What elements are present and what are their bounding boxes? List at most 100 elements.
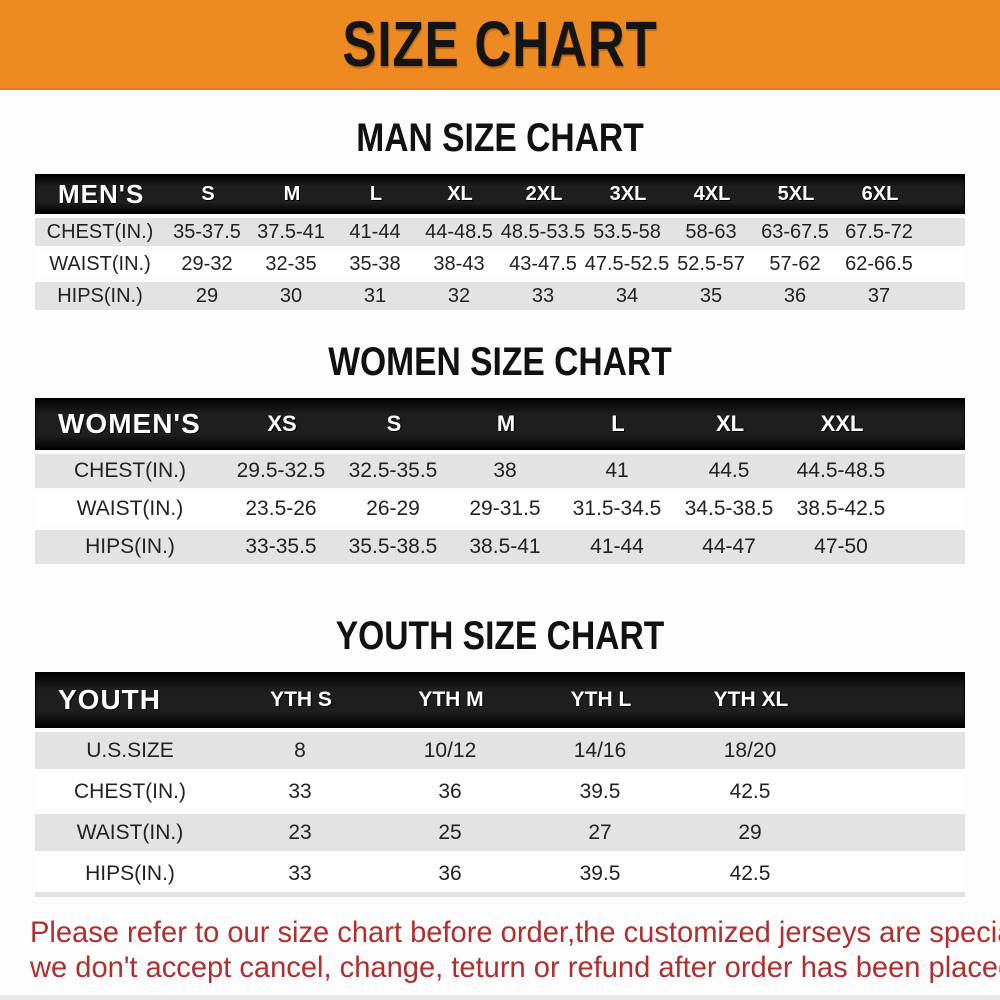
size-value: 31.5-34.5 bbox=[572, 497, 662, 520]
size-value: 31 bbox=[363, 284, 387, 307]
size-value: 44.5-48.5 bbox=[796, 459, 886, 482]
size-value: 23 bbox=[288, 820, 312, 844]
size-value: 41-44 bbox=[590, 535, 644, 558]
size-value: 42.5 bbox=[729, 779, 771, 803]
table-header-label: YOUTH bbox=[58, 684, 161, 715]
size-value: 43-47.5 bbox=[509, 252, 577, 275]
size-value: 57-62 bbox=[769, 252, 821, 275]
size-value: 41-44 bbox=[349, 220, 401, 243]
size-value: 47-50 bbox=[814, 535, 868, 558]
table-header-row: MEN'S S M L XL 2XL 3XL 4XL 5XL 6XL bbox=[35, 174, 965, 214]
size-value: 25 bbox=[438, 820, 462, 844]
size-value: 67.5-72 bbox=[845, 220, 913, 243]
row-label: CHEST(IN.) bbox=[74, 779, 186, 803]
size-value: 44-47 bbox=[702, 535, 756, 558]
size-value: 18/20 bbox=[723, 738, 777, 762]
table-row: U.S.SIZE 8 10/12 14/16 18/20 bbox=[35, 732, 965, 769]
size-value: 42.5 bbox=[729, 861, 771, 885]
row-label: WAIST(IN.) bbox=[49, 252, 151, 275]
size-column-header: XS bbox=[267, 411, 297, 436]
row-label: U.S.SIZE bbox=[86, 738, 174, 762]
table-row: HIPS(IN.) 29 30 31 32 33 34 35 36 37 bbox=[35, 282, 965, 310]
size-value: 36 bbox=[438, 779, 462, 803]
size-value: 35.5-38.5 bbox=[348, 535, 438, 558]
row-label: WAIST(IN.) bbox=[76, 820, 184, 844]
size-value: 14/16 bbox=[573, 738, 627, 762]
youth-size-chart-title: YOUTH SIZE CHART bbox=[335, 614, 665, 658]
size-column-header: M bbox=[496, 411, 516, 436]
size-column-header: YTH S bbox=[270, 688, 332, 711]
table-header-label: WOMEN'S bbox=[58, 408, 201, 439]
bottom-edge-divider bbox=[0, 995, 1000, 1000]
row-label: HIPS(IN.) bbox=[85, 535, 175, 558]
size-column-header: YTH XL bbox=[713, 688, 789, 711]
size-value: 29.5-32.5 bbox=[236, 459, 326, 482]
size-value: 34 bbox=[615, 284, 639, 307]
table-row: HIPS(IN.) 33 36 39.5 42.5 bbox=[35, 855, 965, 892]
size-value: 29 bbox=[195, 284, 219, 307]
size-value: 58-63 bbox=[685, 220, 737, 243]
row-label: CHEST(IN.) bbox=[46, 220, 154, 243]
women-size-table: WOMEN'S XS S M L XL XXL CHEST(IN.) 29.5-32.5 32.5… bbox=[35, 398, 965, 564]
size-value: 32-35 bbox=[265, 252, 317, 275]
size-value: 35-38 bbox=[349, 252, 401, 275]
size-column-header: L bbox=[611, 411, 625, 436]
table-header-row: YOUTH YTH S YTH M YTH L YTH XL bbox=[35, 672, 965, 728]
size-value: 35-37.5 bbox=[173, 220, 241, 243]
women-size-chart-title: WOMEN SIZE CHART bbox=[328, 340, 672, 384]
size-value: 47.5-52.5 bbox=[584, 252, 670, 275]
youth-size-table: YOUTH YTH S YTH M YTH L YTH XL U.S.SIZE 8 10/12… bbox=[35, 672, 965, 897]
banner-title: SIZE CHART bbox=[342, 8, 658, 80]
size-value: 27 bbox=[588, 820, 612, 844]
table-header-row: WOMEN'S XS S M L XL XXL bbox=[35, 398, 965, 450]
size-column-header: 6XL bbox=[861, 182, 899, 205]
size-value: 38.5-42.5 bbox=[796, 497, 886, 520]
table-row: HIPS(IN.) 33-35.5 35.5-38.5 38.5-41 41-44 44-… bbox=[35, 530, 965, 564]
size-value: 37.5-41 bbox=[257, 220, 325, 243]
size-value: 26-29 bbox=[366, 497, 420, 520]
size-value: 29-31.5 bbox=[469, 497, 541, 520]
size-value: 38.5-41 bbox=[469, 535, 541, 558]
size-column-header: L bbox=[369, 182, 383, 205]
size-value: 39.5 bbox=[579, 861, 621, 885]
size-value: 44.5 bbox=[708, 459, 750, 482]
size-value: 52.5-57 bbox=[677, 252, 745, 275]
size-value: 53.5-58 bbox=[593, 220, 661, 243]
table-row: CHEST(IN.) 33 36 39.5 42.5 bbox=[35, 773, 965, 810]
size-value: 38-43 bbox=[433, 252, 485, 275]
footer-disclaimer-line2: we don't accept cancel, change, teturn o… bbox=[30, 951, 1000, 984]
size-column-header: 4XL bbox=[693, 182, 731, 205]
size-value: 63-67.5 bbox=[761, 220, 829, 243]
row-label: WAIST(IN.) bbox=[76, 497, 184, 520]
table-row: WAIST(IN.) 23 25 27 29 bbox=[35, 814, 965, 851]
size-value: 34.5-38.5 bbox=[684, 497, 774, 520]
man-size-chart-title: MAN SIZE CHART bbox=[356, 116, 644, 160]
size-value: 23.5-26 bbox=[245, 497, 317, 520]
table-row: CHEST(IN.) 29.5-32.5 32.5-35.5 38 41 44.5 44.5… bbox=[35, 454, 965, 488]
row-label: HIPS(IN.) bbox=[57, 284, 143, 307]
size-column-header: XL bbox=[715, 411, 745, 436]
size-column-header: S bbox=[386, 411, 402, 436]
size-value: 39.5 bbox=[579, 779, 621, 803]
size-value: 48.5-53.5 bbox=[500, 220, 586, 243]
size-column-header: M bbox=[283, 182, 301, 205]
men-size-table: MEN'S S M L XL 2XL 3XL 4XL 5XL 6XL CHEST(IN.) 35-37… bbox=[35, 174, 965, 310]
size-value: 33 bbox=[531, 284, 555, 307]
table-row: CHEST(IN.) 35-37.5 37.5-41 41-44 44-48.5 48.5… bbox=[35, 218, 965, 246]
size-value: 32 bbox=[447, 284, 471, 307]
row-label: HIPS(IN.) bbox=[85, 861, 175, 885]
size-value: 35 bbox=[699, 284, 723, 307]
size-value: 32.5-35.5 bbox=[348, 459, 438, 482]
size-column-header: 3XL bbox=[609, 182, 647, 205]
size-value: 10/12 bbox=[423, 738, 477, 762]
size-chart-banner: SIZE CHART bbox=[0, 0, 1000, 90]
size-value: 44-48.5 bbox=[425, 220, 493, 243]
size-value: 36 bbox=[783, 284, 807, 307]
size-value: 38 bbox=[493, 459, 517, 482]
row-label: CHEST(IN.) bbox=[74, 459, 186, 482]
size-column-header: YTH M bbox=[418, 688, 484, 711]
size-column-header: XXL bbox=[820, 411, 864, 436]
footer-disclaimer: Please refer to our size chart before or… bbox=[30, 915, 1000, 985]
footer-disclaimer-line1: Please refer to our size chart before or… bbox=[30, 916, 1000, 949]
size-value: 33-35.5 bbox=[245, 535, 317, 558]
